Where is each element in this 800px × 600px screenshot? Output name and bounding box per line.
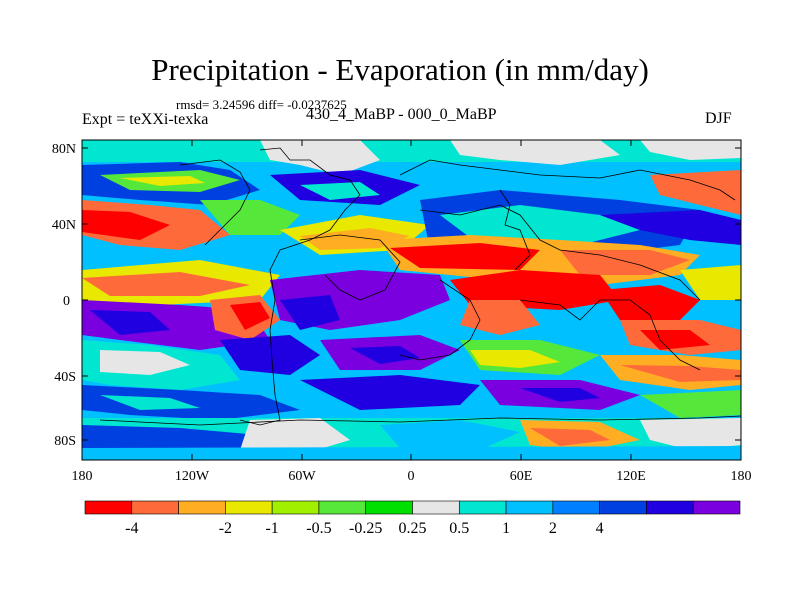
colorbar-label: 1 bbox=[502, 520, 510, 537]
colorbar-swatch bbox=[84, 500, 133, 515]
lon-label-60w: 60W bbox=[288, 469, 316, 484]
lon-labels: 180 120W 60W 0 60E 120E 180 bbox=[72, 469, 752, 484]
lon-label-180w: 180 bbox=[72, 469, 93, 484]
colorbar-swatch bbox=[365, 500, 413, 515]
lat-label-40s: 40S bbox=[54, 370, 76, 385]
colorbar-label: -4 bbox=[125, 520, 138, 537]
colorbar-label: -2 bbox=[219, 520, 232, 537]
colorbar-swatch bbox=[271, 500, 320, 515]
lat-label-40n: 40N bbox=[52, 218, 76, 233]
experiment-label: Expt = teXXi-texka bbox=[82, 111, 209, 128]
colorbar-label: 4 bbox=[596, 520, 604, 537]
colorbar-swatch bbox=[318, 500, 367, 515]
colorbar-swatch bbox=[458, 500, 507, 515]
colorbar-swatch bbox=[505, 500, 554, 515]
lat-label-80n: 80N bbox=[52, 142, 76, 157]
colorbar-label: 0.5 bbox=[449, 520, 469, 537]
colorbar-swatch bbox=[225, 500, 273, 515]
lat-label-0: 0 bbox=[63, 294, 70, 309]
period-label: 430_4_MaBP - 000_0_MaBP bbox=[306, 106, 497, 123]
colorbar-swatch bbox=[178, 500, 226, 515]
colorbar-swatch bbox=[692, 500, 741, 515]
lon-label-0: 0 bbox=[408, 469, 415, 484]
colorbar-label: -0.25 bbox=[349, 520, 382, 537]
stats-line: rmsd= 3.24596 diff= -0.0237625 bbox=[176, 97, 347, 112]
colorbar-swatch bbox=[646, 500, 694, 515]
axis-ticks bbox=[81, 140, 742, 460]
continent-outlines bbox=[99, 147, 741, 426]
colorbar-swatch bbox=[599, 500, 647, 515]
colorbar-label: -0.5 bbox=[306, 520, 331, 537]
colorbar-label: 2 bbox=[549, 520, 557, 537]
lon-label-120w: 120W bbox=[175, 469, 210, 484]
season-label: DJF bbox=[705, 110, 732, 127]
precip-evap-field bbox=[82, 140, 741, 460]
lon-label-120e: 120E bbox=[616, 469, 646, 484]
colorbar-swatch bbox=[412, 500, 460, 515]
lon-label-60e: 60E bbox=[510, 469, 533, 484]
lon-label-180e: 180 bbox=[731, 469, 752, 484]
colorbar-swatch bbox=[131, 500, 179, 515]
colorbar-label: -1 bbox=[265, 520, 278, 537]
lat-labels: 80N 40N 0 40S 80S bbox=[52, 142, 76, 449]
colorbar-labels: -4 -2 -1 -0.5 -0.25 0.25 0.5 1 2 4 bbox=[125, 520, 604, 537]
colorbar bbox=[84, 500, 741, 515]
colorbar-swatch bbox=[552, 500, 600, 515]
colorbar-label: 0.25 bbox=[399, 520, 427, 537]
lat-label-80s: 80S bbox=[54, 434, 76, 449]
figure-title: Precipitation - Evaporation (in mm/day) bbox=[151, 52, 649, 87]
